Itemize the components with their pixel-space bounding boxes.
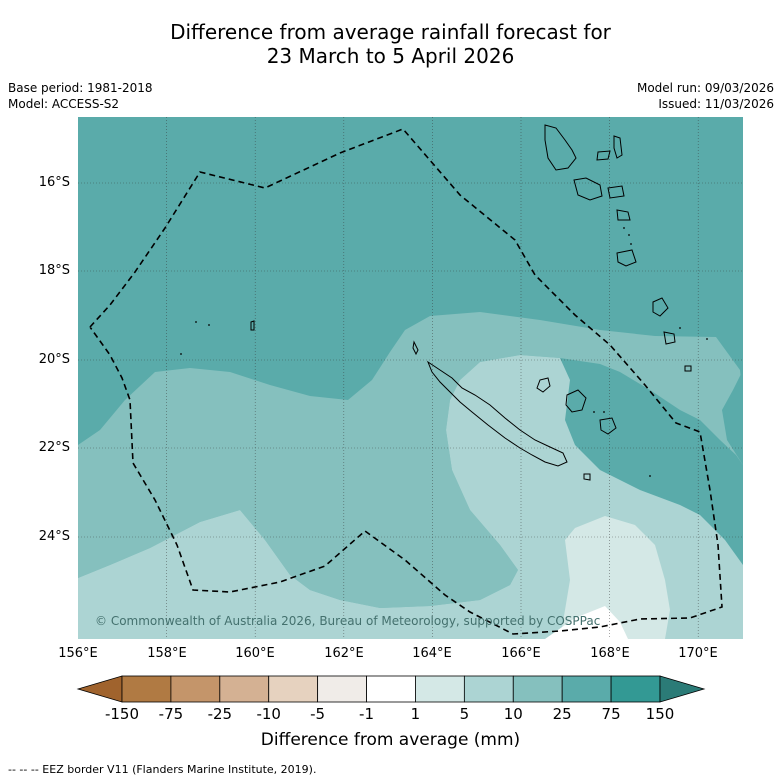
ouvea-island [536,377,551,393]
erromango-island [616,249,637,267]
colorbar-box-9 [561,675,612,703]
band-10-25 [78,312,743,608]
hunter-island [684,365,692,372]
lon-label-162e: 162°E [324,646,364,661]
colorbar-tick-label: 1 [410,705,421,723]
colorbar-box-8 [512,675,563,703]
colorbar-tick-label: -1 [359,705,375,723]
lat-label-20s: 20°S [38,352,70,367]
malekula-island [573,177,603,201]
colorbar-tick-label: -150 [104,705,140,723]
efate-island [616,209,631,221]
colorbar-tick-label: 150 [645,705,675,723]
colorbar-tick-label: 75 [601,705,621,723]
title-line-2: 23 March to 5 April 2026 [266,44,515,68]
lon-label-160e: 160°E [235,646,275,661]
colorbar-box-6 [415,675,465,703]
lat-label-18s: 18°S [38,263,70,278]
colorbar-box-4 [317,675,367,703]
colorbar-tick-label: -25 [207,705,233,723]
colorbar-title: Difference from average (mm) [260,730,521,750]
isle-of-pines [583,473,591,481]
lat-label-22s: 22°S [38,440,70,455]
chesterfield-islet [250,320,255,331]
espiritu-santo-island [544,124,577,171]
copyright-notice: © Commonwealth of Australia 2026, Bureau… [95,614,601,628]
colorbar [76,675,706,703]
tanna-island [652,297,669,317]
mare-island [599,417,617,435]
colorbar-box-1 [170,675,221,703]
colorbar-box-3 [268,675,319,703]
eez-legend-note: -- -- -- EEZ border V11 (Flanders Marine… [8,763,317,776]
model-name: Model: ACCESS-S2 [8,97,120,111]
band-1-5 [560,516,670,639]
colorbar-box-7 [463,675,514,703]
lat-label-24s: 24°S [38,529,70,544]
colorbar-box-5 [366,675,416,703]
pentecost-island [613,135,623,159]
colorbar-tick-label: 10 [503,705,523,723]
gridlines [78,117,743,639]
colorbar-box-2 [219,675,270,703]
lon-label-158e: 158°E [147,646,187,661]
lat-label-16s: 16°S [38,175,70,190]
lon-label-164e: 164°E [412,646,452,661]
colorbar-extend-low [76,675,123,703]
malo-island [596,150,611,161]
colorbar-box-0 [121,675,172,703]
band-right-edge [722,370,743,465]
colorbar-tick-label: -5 [310,705,326,723]
new-caledonia-island [426,360,568,467]
colorbar-tick-label: -10 [256,705,281,723]
issued-date: Issued: 11/03/2026 [658,97,774,111]
map-area [78,117,743,639]
belep-island [412,340,419,356]
colorbar-tick-label: 25 [552,705,572,723]
lon-label-166e: 166°E [501,646,541,661]
model-run: Model run: 09/03/2026 [636,81,774,95]
eez-border [89,128,723,635]
lon-label-156e: 156°E [58,646,98,661]
colorbar-tick-label: -75 [158,705,184,723]
base-period: Base period: 1981-2018 [8,81,153,95]
small-islets [180,227,708,477]
meta-right: Model run: 09/03/2026 Issued: 11/03/2026 [637,80,774,112]
ambrym-island [607,185,625,199]
lon-label-170e: 170°E [678,646,718,661]
lifou-island [565,389,587,413]
colorbar-extend-high [659,675,706,703]
aneityum-island [663,331,676,345]
chart-title: Difference from average rainfall forecas… [0,20,781,68]
meta-left: Base period: 1981-2018 Model: ACCESS-S2 [8,80,153,112]
title-line-1: Difference from average rainfall forecas… [170,20,611,44]
colorbar-tick-label: 5 [459,705,470,723]
colorbar-box-10 [610,675,661,703]
lon-label-168e: 168°E [590,646,630,661]
